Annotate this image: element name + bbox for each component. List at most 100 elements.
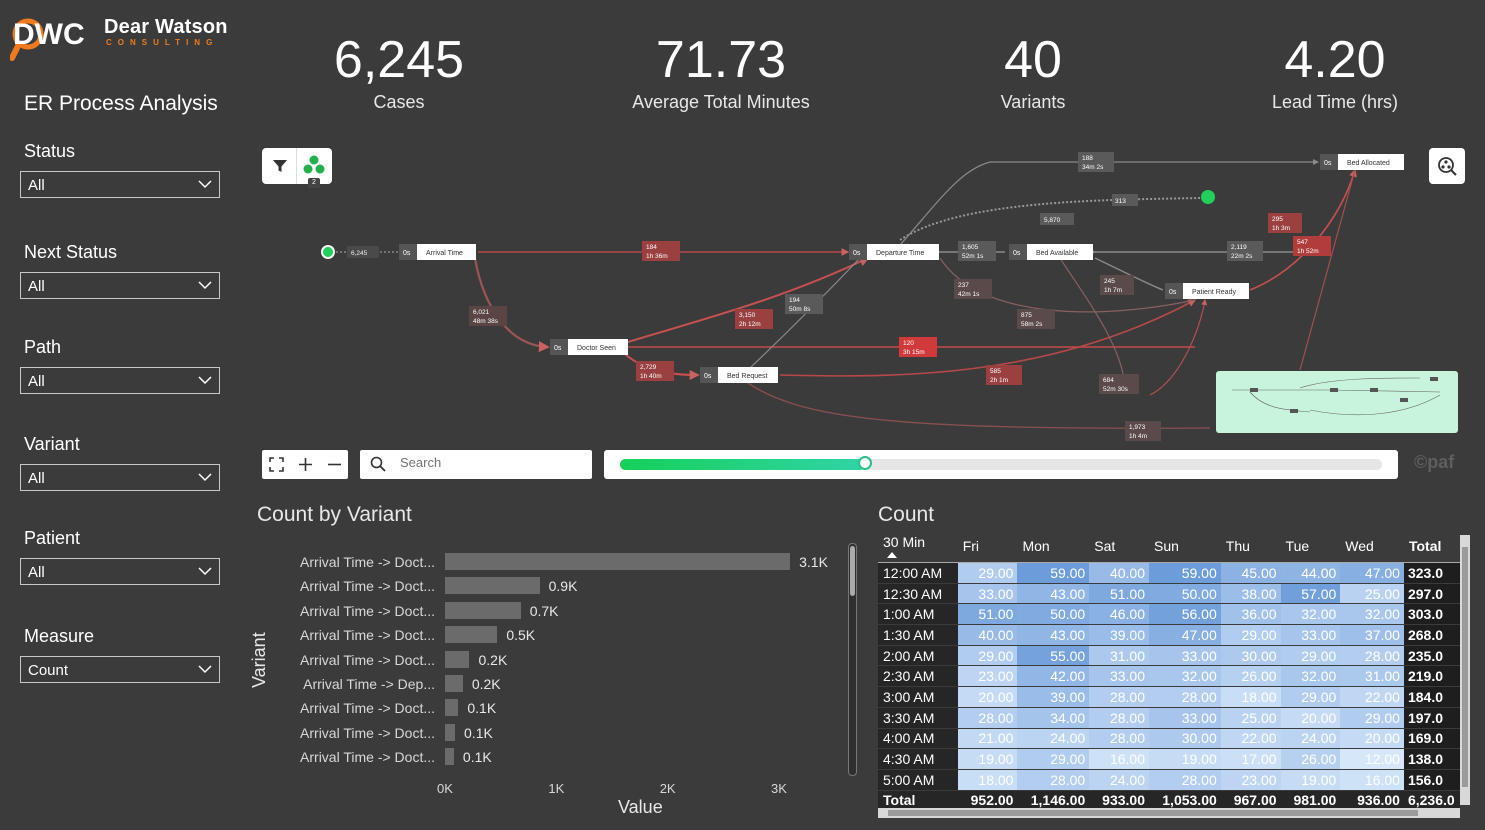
node-patient-ready[interactable]: 0s Patient Ready: [1165, 283, 1249, 299]
bar-data-label: 3.1K: [799, 554, 828, 570]
svg-text:Departure Time: Departure Time: [876, 250, 924, 257]
start-node[interactable]: [321, 245, 335, 259]
next-status-slicer[interactable]: All: [20, 272, 220, 299]
bar[interactable]: [445, 601, 521, 619]
patient-slicer[interactable]: All: [20, 558, 220, 585]
bar[interactable]: [445, 577, 540, 595]
matrix-cell: 24.00: [1017, 728, 1090, 750]
search-graph-icon: [1438, 157, 1457, 176]
slider-thumb[interactable]: [858, 456, 873, 470]
matrix-row: 12:30 AM 33.00 43.00 51.00 50.00 38.00 57.00 25…: [878, 583, 1460, 605]
start-count-box: [347, 246, 379, 258]
matrix-cell: 18.00: [957, 769, 1018, 791]
x-tick-label: 3K: [771, 781, 787, 796]
zoom-out-icon[interactable]: [327, 457, 342, 472]
status-slicer[interactable]: All: [20, 171, 220, 198]
matrix-cell: 19.00: [1280, 769, 1341, 791]
matrix-cell: 297.0: [1403, 583, 1460, 605]
process-map-settings-button[interactable]: [1429, 148, 1465, 184]
x-tick-label: 0K: [437, 781, 453, 796]
edge-allocated-down: [1299, 169, 1356, 371]
bar[interactable]: [445, 699, 459, 717]
end-node[interactable]: [1201, 190, 1215, 204]
svg-text:22m 2s: 22m 2s: [1231, 253, 1253, 260]
bar[interactable]: [445, 650, 470, 668]
bar[interactable]: [445, 553, 791, 570]
variant-slicer[interactable]: All: [20, 464, 220, 491]
path-slicer[interactable]: All: [20, 367, 220, 394]
measure-slicer[interactable]: Count: [20, 656, 220, 683]
matrix-row-header[interactable]: 30 Min: [883, 534, 926, 550]
edge-label: 295 1h 3m: [1268, 213, 1302, 233]
node-departure-time[interactable]: 0s Departure Time: [849, 244, 939, 260]
svg-text:1h 36m: 1h 36m: [646, 253, 668, 260]
matrix-vscroll-thumb[interactable]: [1462, 547, 1468, 787]
matrix-row-label: 3:00 AM: [878, 686, 958, 708]
svg-text:52m 1s: 52m 1s: [962, 253, 984, 260]
matrix-column-header[interactable]: Sun: [1149, 530, 1221, 563]
node-bed-allocated[interactable]: 0s Bed Allocated: [1320, 154, 1404, 170]
matrix-cell: 32.00: [1149, 665, 1221, 688]
search-input[interactable]: [398, 454, 582, 471]
detail-slider[interactable]: [604, 450, 1398, 479]
bar-category-label: Arrival Time -> Doct...: [300, 724, 435, 741]
svg-text:0s: 0s: [403, 250, 411, 257]
svg-text:42m 1s: 42m 1s: [958, 291, 980, 298]
matrix-cell: 16.00: [1089, 748, 1149, 770]
matrix-cell: 47.00: [1149, 624, 1221, 646]
process-map-minimap[interactable]: [1216, 371, 1458, 433]
matrix-cell: 197.0: [1403, 707, 1460, 729]
matrix-column-header[interactable]: Total: [1403, 530, 1460, 563]
edge-label: 237 42m 1s: [954, 279, 992, 299]
svg-text:48m 38s: 48m 38s: [473, 318, 499, 325]
matrix-hscrollbar[interactable]: [878, 808, 1460, 818]
matrix-cell: 45.00: [1220, 562, 1281, 584]
slider-track[interactable]: [620, 456, 1382, 470]
bar[interactable]: [445, 626, 498, 644]
matrix-cell: 36.00: [1220, 603, 1281, 626]
bar-category-label: Arrival Time -> Doct...: [300, 627, 435, 644]
matrix-column-header[interactable]: Fri: [957, 530, 1018, 563]
node-bed-request[interactable]: 0s Bed Request: [700, 367, 778, 383]
bar[interactable]: [445, 748, 454, 766]
matrix-cell: 31.00: [1340, 665, 1404, 688]
matrix-column-header[interactable]: Thu: [1220, 530, 1281, 563]
node-bed-available[interactable]: 0s Bed Available: [1009, 244, 1093, 260]
matrix-column-header[interactable]: Sat: [1089, 530, 1149, 563]
bar[interactable]: [445, 675, 463, 692]
variants-icon[interactable]: [303, 155, 325, 175]
svg-text:58m 2s: 58m 2s: [1021, 321, 1043, 328]
bar-category-label: Arrival Time -> Doct...: [300, 749, 435, 766]
process-map-search[interactable]: [360, 450, 592, 479]
fit-screen-icon[interactable]: [269, 457, 284, 472]
bar[interactable]: [445, 723, 456, 741]
matrix-vscrollbar[interactable]: [1460, 535, 1470, 805]
bar-chart-scrollbar[interactable]: [848, 543, 857, 776]
zoom-controls: [262, 450, 348, 479]
matrix-cell: 28.00: [1089, 728, 1149, 750]
matrix-header-cell[interactable]: 30 Min: [878, 530, 958, 563]
svg-text:313: 313: [1115, 198, 1126, 205]
sort-asc-icon[interactable]: [887, 552, 897, 558]
matrix-column-header[interactable]: Mon: [1017, 530, 1090, 563]
brand-logo: DWC: [9, 6, 100, 66]
matrix-row: 4:30 AM 19.00 29.00 16.00 19.00 17.00 26.00 12.…: [878, 748, 1460, 770]
filter-icon[interactable]: [272, 158, 288, 174]
matrix-column-header[interactable]: Tue: [1280, 530, 1341, 563]
matrix-cell: 26.00: [1220, 665, 1281, 688]
matrix-cell: 28.00: [1149, 686, 1221, 708]
kpi-cases-value: 6,245: [333, 31, 465, 89]
node-arrival-time[interactable]: 0s Arrival Time: [399, 244, 476, 260]
bar-chart-scroll-thumb[interactable]: [850, 546, 855, 596]
edge-label: 120 3h 15m: [899, 337, 937, 357]
zoom-in-icon[interactable]: [298, 457, 313, 472]
matrix-column-header[interactable]: Wed: [1340, 530, 1404, 563]
filter-badge: 2: [308, 178, 320, 188]
matrix-row-label: 12:00 AM: [878, 562, 958, 584]
node-doctor-seen[interactable]: 0s Doctor Seen: [550, 339, 628, 355]
svg-text:2h 1m: 2h 1m: [990, 377, 1008, 384]
edge-label: 2,729 1h 40m: [636, 361, 674, 381]
bar-data-label: 0.9K: [548, 578, 578, 595]
matrix-hscroll-thumb[interactable]: [888, 810, 1418, 816]
